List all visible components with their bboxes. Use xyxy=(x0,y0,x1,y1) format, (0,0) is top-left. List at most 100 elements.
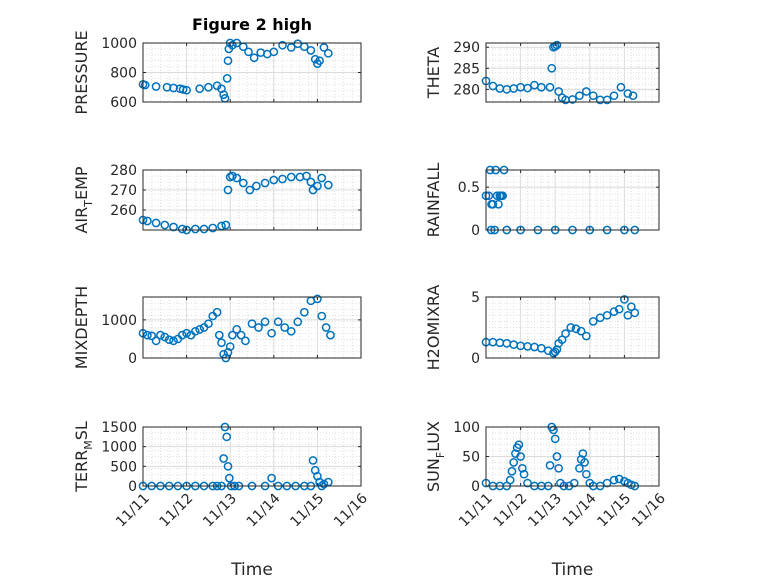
data-point xyxy=(602,478,612,488)
x-tick-label: 11/11 xyxy=(113,491,153,531)
data-point xyxy=(576,326,586,336)
data-point xyxy=(488,199,498,209)
data-point xyxy=(609,91,619,101)
y-tick-label: 100 xyxy=(453,420,480,436)
data-point xyxy=(177,330,187,340)
data-point xyxy=(581,469,591,479)
data-point xyxy=(523,83,532,93)
data-point xyxy=(252,181,261,191)
x-axis-label: Time xyxy=(230,560,273,580)
data-point xyxy=(545,82,555,92)
data-point xyxy=(228,171,237,181)
data-point xyxy=(566,323,576,332)
data-point xyxy=(260,178,270,188)
data-point xyxy=(204,82,213,92)
y-tick-label: 0 xyxy=(128,479,137,495)
data-point xyxy=(321,323,331,332)
y-tick-label: 0 xyxy=(471,479,480,495)
y-axis-label: RAINFALL xyxy=(424,163,443,238)
data-point xyxy=(241,336,250,346)
data-point xyxy=(293,317,303,327)
y-axis-label: AIRTEMP xyxy=(72,166,95,233)
data-point xyxy=(547,63,557,73)
data-point xyxy=(630,308,640,318)
data-point xyxy=(195,84,205,94)
data-point xyxy=(568,95,577,104)
data-point xyxy=(623,89,633,98)
data-point xyxy=(302,171,311,181)
x-tick-label: 11/15 xyxy=(594,491,634,531)
axes-frame xyxy=(485,169,660,231)
data-point xyxy=(299,307,309,317)
y-tick-label: 1000 xyxy=(101,36,137,52)
data-point xyxy=(238,178,248,188)
data-point xyxy=(588,317,598,326)
data-point xyxy=(190,224,200,234)
data-point xyxy=(143,216,152,226)
data-point xyxy=(552,452,562,461)
data-point xyxy=(232,325,242,334)
data-point xyxy=(160,332,170,342)
data-point xyxy=(507,466,517,476)
y-tick-label: 50 xyxy=(462,450,480,466)
data-point xyxy=(575,463,584,473)
data-point xyxy=(245,185,255,195)
data-point xyxy=(190,326,200,336)
data-point xyxy=(523,478,532,488)
data-point xyxy=(588,91,598,101)
x-tick-label: 11/14 xyxy=(560,490,600,530)
x-tick-label: 11/12 xyxy=(157,491,197,531)
data-point xyxy=(306,46,316,55)
data-point xyxy=(509,458,519,467)
data-point xyxy=(319,43,329,52)
data-point xyxy=(537,82,546,92)
data-point xyxy=(326,330,335,340)
data-point xyxy=(616,82,626,92)
y-tick-label: 500 xyxy=(110,459,137,475)
data-point xyxy=(169,222,178,232)
data-point xyxy=(151,218,161,228)
data-point xyxy=(224,473,234,483)
x-tick-label: 11/13 xyxy=(525,491,565,531)
data-point xyxy=(494,199,503,209)
data-point xyxy=(199,224,209,234)
y-axis-label: PRESSURE xyxy=(72,30,91,114)
data-point xyxy=(552,40,562,50)
data-point xyxy=(492,191,502,201)
data-point xyxy=(602,95,612,105)
data-point xyxy=(278,40,287,50)
sun-flux-plot: 0 50 100 SUNFLUX 11/1111/1211/1311/1411/1511… xyxy=(424,420,669,580)
y-tick-label: 280 xyxy=(453,82,480,98)
data-point xyxy=(214,330,224,340)
y-axis-label: TERRMSL xyxy=(72,421,95,493)
x-tick-label: 11/15 xyxy=(287,491,327,531)
x-tick-label: 11/14 xyxy=(244,490,284,530)
data-point xyxy=(516,452,525,461)
data-point xyxy=(244,47,253,57)
y-tick-label: 260 xyxy=(110,203,137,219)
data-point xyxy=(602,310,612,320)
data-point xyxy=(267,328,276,338)
data-point xyxy=(484,191,494,201)
y-tick-label: 1500 xyxy=(101,420,137,436)
data-point xyxy=(317,311,327,321)
data-point xyxy=(306,177,316,187)
y-tick-label: 1000 xyxy=(101,313,137,329)
axes-frame xyxy=(485,42,660,103)
pressure-plot: 600 800 1000 PRESSURE Figure 2 high xyxy=(72,15,362,115)
y-tick-label: 0 xyxy=(471,223,480,239)
data-point xyxy=(550,434,560,444)
data-point xyxy=(609,307,619,316)
data-point xyxy=(223,56,233,66)
data-point xyxy=(628,91,638,101)
data-point xyxy=(278,174,287,184)
x-tick-label: 11/16 xyxy=(629,490,669,530)
data-point xyxy=(286,172,296,182)
data-point xyxy=(554,463,564,473)
x-tick-label: 11/11 xyxy=(456,491,496,531)
x-tick-label: 11/12 xyxy=(491,491,531,531)
data-point xyxy=(247,319,257,329)
data-point xyxy=(315,56,324,66)
data-point xyxy=(609,475,619,485)
